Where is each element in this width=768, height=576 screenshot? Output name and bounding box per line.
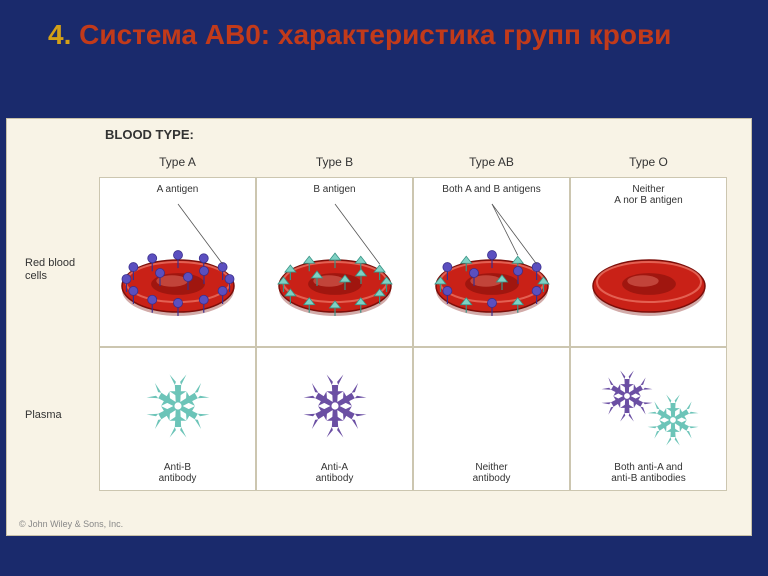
row-label-plasma: Plasma	[25, 409, 62, 422]
plasma-cell-b: Anti-Aantibody	[256, 347, 413, 491]
col-header: Type AB	[413, 151, 570, 177]
col-header: Type O	[570, 151, 727, 177]
antibody-label: Both anti-A andanti-B antibodies	[571, 462, 726, 484]
antigen-label: Both A and B antigens	[414, 184, 569, 195]
copyright-text: © John Wiley & Sons, Inc.	[19, 519, 123, 529]
rbc-cell-ab: Both A and B antigens	[413, 177, 570, 347]
col-header: Type A	[99, 151, 256, 177]
plasma-cell-ab: Neitherantibody	[413, 347, 570, 491]
antibody-label: Anti-Bantibody	[100, 462, 255, 484]
blood-type-diagram: BLOOD TYPE: Red bloodcells Plasma Type A…	[6, 118, 752, 536]
diagram-grid: Type A Type B Type AB Type O A antigen B…	[99, 151, 727, 491]
col-header: Type B	[256, 151, 413, 177]
rbc-cell-o: NeitherA nor B antigen	[570, 177, 727, 347]
diagram-heading: BLOOD TYPE:	[105, 127, 194, 142]
title-number: 4.	[48, 19, 79, 50]
antigen-label: B antigen	[257, 184, 412, 195]
antibody-label: Anti-Aantibody	[257, 462, 412, 484]
antigen-label: A antigen	[100, 184, 255, 195]
row-label-rbc: Red bloodcells	[25, 257, 85, 283]
rbc-cell-b: B antigen	[256, 177, 413, 347]
antigen-label: NeitherA nor B antigen	[571, 184, 726, 206]
plasma-cell-a: Anti-Bantibody	[99, 347, 256, 491]
plasma-cell-o: Both anti-A andanti-B antibodies	[570, 347, 727, 491]
antibody-label: Neitherantibody	[414, 462, 569, 484]
title-text: Система АВ0: характеристика групп крови	[79, 19, 671, 50]
slide-title: 4. Система АВ0: характеристика групп кро…	[0, 0, 768, 62]
rbc-cell-a: A antigen	[99, 177, 256, 347]
